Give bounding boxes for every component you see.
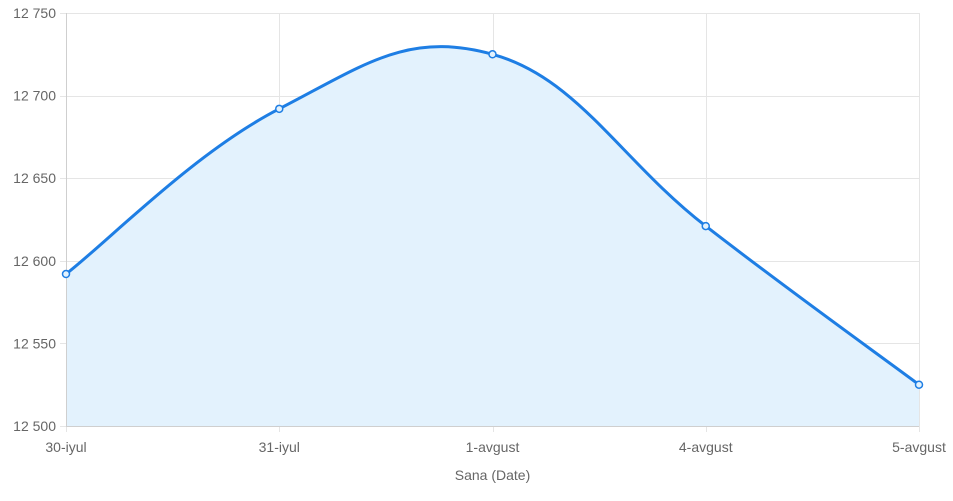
data-point-31-iyul[interactable]: [275, 104, 284, 114]
area-fill-layer: [66, 46, 919, 427]
tick-labels: 12 500 12 550 12 600 12 650 12 700 12 750 30-i…: [13, 5, 946, 455]
x-axis-title: Sana (Date): [455, 467, 530, 483]
x-tick-label: 5-avgust: [892, 439, 946, 455]
x-tick-label: 31-iyul: [259, 439, 300, 455]
data-point-30-iyul[interactable]: [61, 269, 71, 279]
data-point-1-avgust[interactable]: [488, 50, 497, 59]
y-tick-label: 12 700: [13, 88, 56, 104]
data-point-4-avgust[interactable]: [701, 221, 710, 231]
x-tick-label: 4-avgust: [679, 439, 733, 455]
y-tick-label: 12 550: [13, 335, 56, 351]
y-tick-label: 12 600: [13, 253, 56, 269]
data-point-5-avgust[interactable]: [914, 380, 924, 389]
data-points: [61, 50, 924, 389]
x-tick-label: 1-avgust: [466, 439, 520, 455]
axes: [66, 13, 919, 427]
x-tick-label: 30-iyul: [45, 439, 86, 455]
series-area-fill: [66, 46, 919, 427]
y-tick-label: 12 650: [13, 170, 56, 186]
y-tick-label: 12 500: [13, 418, 56, 434]
y-tick-label: 12 750: [13, 5, 56, 21]
